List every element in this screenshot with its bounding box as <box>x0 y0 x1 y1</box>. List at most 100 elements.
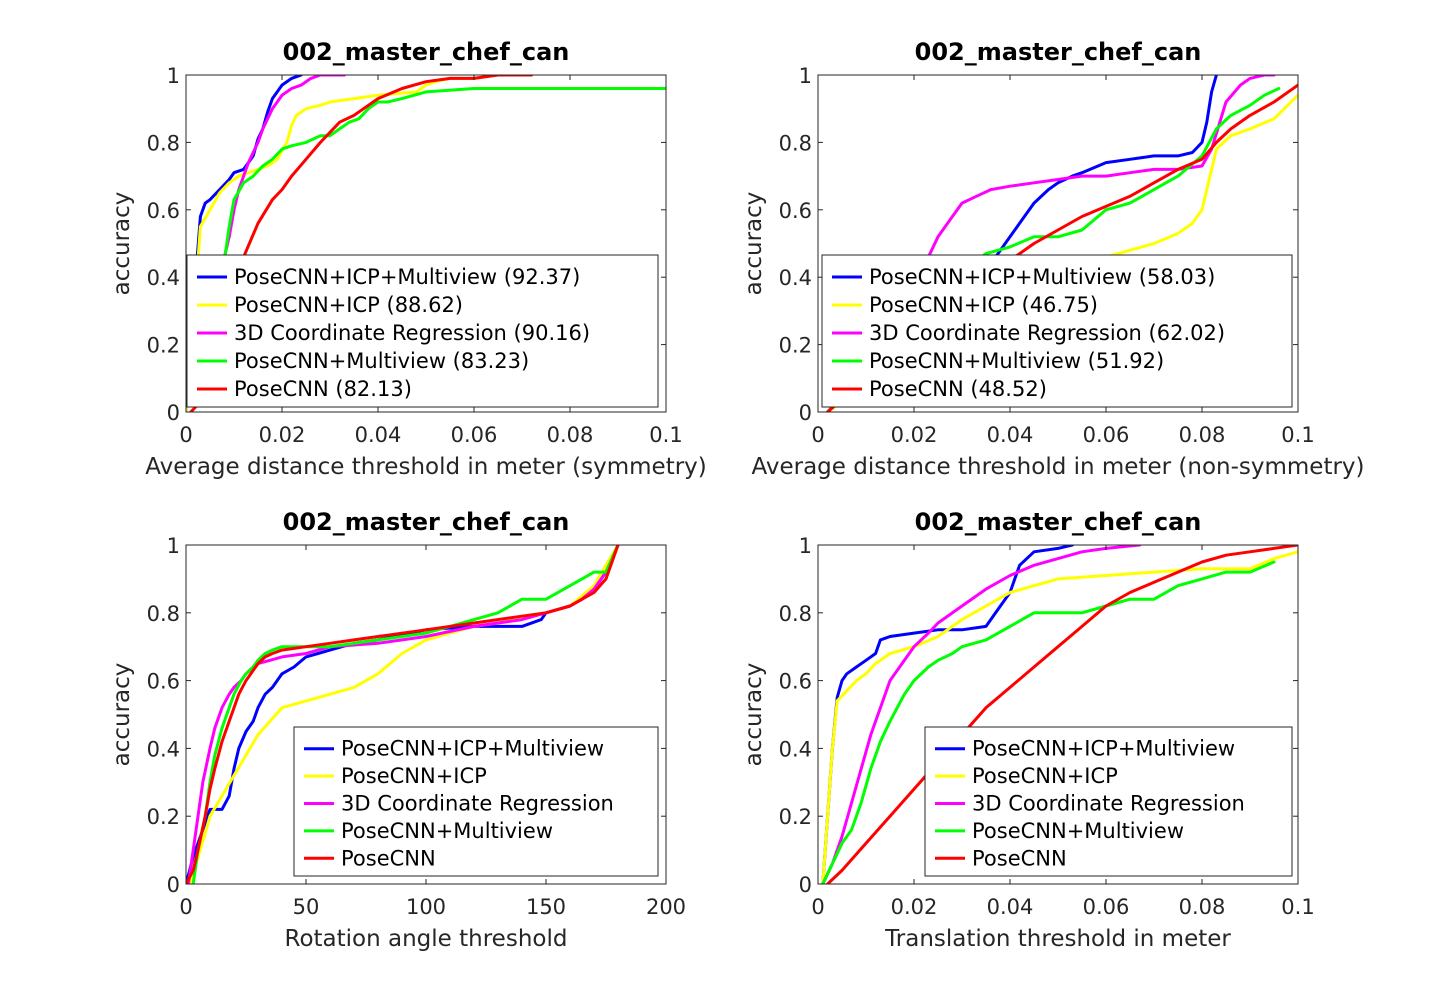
y-tick-label: 1 <box>799 534 812 558</box>
y-tick-label: 1 <box>799 64 812 88</box>
series-line-5 <box>826 545 1298 884</box>
y-tick-label: 0.2 <box>779 805 812 829</box>
legend-box <box>821 254 1293 408</box>
subplot-2: 0 0.02 0.04 0.06 0.08 0.1 0 0.2 0.4 0.6 0.8 1 002_ma… <box>741 38 1365 480</box>
x-tick-label: 0.06 <box>1083 423 1130 447</box>
y-axis-label: accuracy <box>109 663 135 767</box>
legend-entry: PoseCNN <box>341 846 436 870</box>
series-line-4 <box>821 560 1276 884</box>
y-tick-label: 0.8 <box>147 131 180 155</box>
legend-entry: 3D Coordinate Regression (90.16) <box>234 321 590 345</box>
legend-entry: PoseCNN+Multiview (83.23) <box>234 349 529 373</box>
y-tick-label: 0.2 <box>779 334 812 358</box>
y-tick-label: 0 <box>167 873 180 897</box>
y-tick-label: 0.6 <box>779 670 812 694</box>
subplot-3: 0 50 100 150 200 0 0.2 0.4 0.6 0.8 1 002_master_che… <box>109 508 686 952</box>
x-tick-label: 0.1 <box>649 423 682 447</box>
y-tick-label: 1 <box>167 64 180 88</box>
x-tick-label: 0 <box>179 423 192 447</box>
x-tick-label: 0.04 <box>987 895 1034 919</box>
chart-title: 002_master_chef_can <box>915 508 1202 536</box>
legend-entry: PoseCNN+ICP+Multiview <box>341 737 604 761</box>
series-line-4 <box>222 87 666 262</box>
y-tick-label: 0.8 <box>147 602 180 626</box>
legend-entry: PoseCNN (82.13) <box>234 377 412 401</box>
legend-box <box>186 254 659 408</box>
legend-entry: PoseCNN+ICP+Multiview <box>972 737 1235 761</box>
subplot-1: 0 0.02 0.04 0.06 0.08 0.1 0 0.2 0.4 0.6 0.8 1 002_ma… <box>109 38 707 480</box>
x-tick-label: 0 <box>811 895 824 919</box>
x-tick-label: 200 <box>646 895 686 919</box>
y-tick-label: 0.6 <box>779 199 812 223</box>
legend: PoseCNN+ICP+Multiview PoseCNN+ICP 3D Coord… <box>293 726 659 877</box>
y-tick-label: 0.2 <box>147 334 180 358</box>
subplot-4: 0 0.02 0.04 0.06 0.08 0.1 0 0.2 0.4 0.6 0.8 1 002_ma… <box>741 508 1315 952</box>
y-tick-label: 0.8 <box>779 131 812 155</box>
legend: PoseCNN+ICP+Multiview (58.03) PoseCNN+ICP… <box>821 254 1293 408</box>
x-tick-label: 0.02 <box>259 423 306 447</box>
x-tick-label: 150 <box>526 895 566 919</box>
series-lines <box>821 545 1298 884</box>
y-tick-label: 0.6 <box>147 670 180 694</box>
series-line-1 <box>186 75 303 412</box>
x-tick-label: 0.06 <box>451 423 498 447</box>
legend-entry: 3D Coordinate Regression <box>341 792 614 816</box>
x-axis-label: Average distance threshold in meter (non… <box>751 454 1364 480</box>
y-tick-label: 0.4 <box>147 737 180 761</box>
legend-entry: PoseCNN+ICP+Multiview (92.37) <box>234 265 580 289</box>
x-axis-label: Average distance threshold in meter (sym… <box>145 454 707 480</box>
y-tick-label: 1 <box>167 534 180 558</box>
y-axis-label: accuracy <box>741 192 767 296</box>
legend-entry: PoseCNN+Multiview <box>341 819 553 843</box>
legend-entry: PoseCNN+Multiview (51.92) <box>869 349 1164 373</box>
x-tick-label: 0.08 <box>1179 423 1226 447</box>
axes-box <box>817 544 1299 885</box>
legend-entry: PoseCNN+ICP <box>972 764 1118 788</box>
series-line-5 <box>186 545 620 884</box>
x-tick-label: 100 <box>406 895 446 919</box>
chart-title: 002_master_chef_can <box>915 38 1202 66</box>
y-axis-label: accuracy <box>741 663 767 767</box>
series-line-2 <box>821 550 1298 884</box>
x-tick-label: 0.1 <box>1281 895 1314 919</box>
x-tick-label: 0 <box>811 423 824 447</box>
x-tick-label: 0.08 <box>1179 895 1226 919</box>
legend-box <box>293 726 659 877</box>
legend-entry: PoseCNN+Multiview <box>972 819 1184 843</box>
axes-box <box>185 74 667 413</box>
series-lines <box>186 545 620 884</box>
x-tick-label: 50 <box>293 895 320 919</box>
legend-entry: PoseCNN+ICP (46.75) <box>869 293 1098 317</box>
x-tick-label: 0.02 <box>891 895 938 919</box>
legend-box <box>924 726 1293 877</box>
x-tick-label: 0.06 <box>1083 895 1130 919</box>
x-axis-label: Rotation angle threshold <box>285 926 568 952</box>
legend-entry: PoseCNN <box>972 846 1067 870</box>
chart-title: 002_master_chef_can <box>283 508 570 536</box>
y-tick-label: 0.8 <box>779 602 812 626</box>
legend: PoseCNN+ICP+Multiview (92.37) PoseCNN+ICP… <box>186 254 659 408</box>
x-tick-label: 0.02 <box>891 423 938 447</box>
legend-entry: PoseCNN (48.52) <box>869 377 1047 401</box>
x-tick-label: 0.04 <box>355 423 402 447</box>
y-tick-label: 0 <box>799 873 812 897</box>
y-tick-label: 0.4 <box>147 266 180 290</box>
chart-title: 002_master_chef_can <box>283 38 570 66</box>
legend: PoseCNN+ICP+Multiview PoseCNN+ICP 3D Coord… <box>924 726 1293 877</box>
legend-entry: 3D Coordinate Regression (62.02) <box>869 321 1225 345</box>
x-axis-label: Translation threshold in meter <box>884 926 1231 952</box>
x-tick-label: 0.04 <box>987 423 1034 447</box>
series-line-2 <box>186 75 524 412</box>
legend-entry: 3D Coordinate Regression <box>972 792 1245 816</box>
legend-entry: PoseCNN+ICP+Multiview (58.03) <box>869 265 1215 289</box>
x-tick-label: 0.08 <box>547 423 594 447</box>
y-tick-label: 0.4 <box>779 737 812 761</box>
y-axis-label: accuracy <box>109 192 135 296</box>
y-tick-label: 0.2 <box>147 805 180 829</box>
y-tick-label: 0.6 <box>147 199 180 223</box>
axes-box <box>817 74 1299 413</box>
legend-entry: PoseCNN+ICP <box>341 764 487 788</box>
legend-entry: PoseCNN+ICP (88.62) <box>234 293 463 317</box>
y-tick-label: 0.4 <box>779 266 812 290</box>
